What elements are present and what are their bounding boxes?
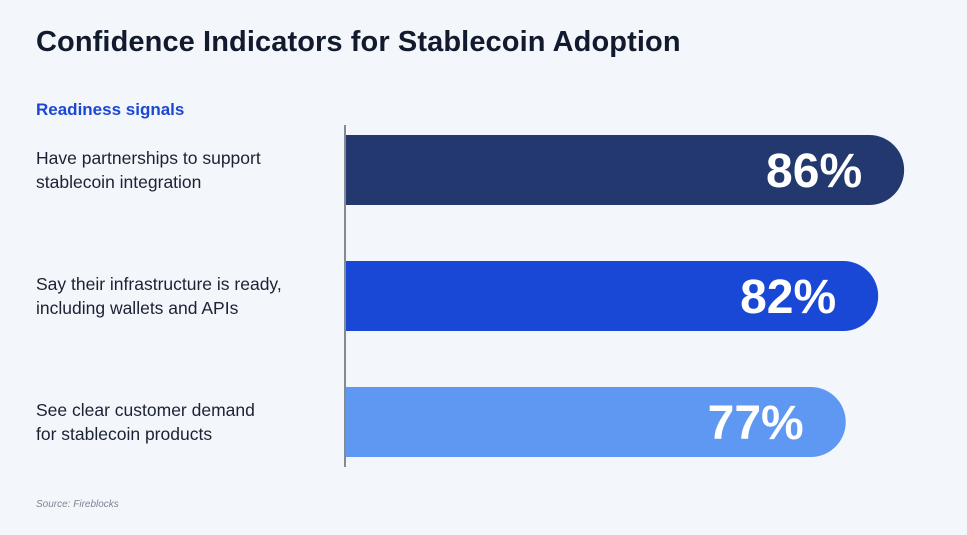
bar-3 — [346, 387, 846, 457]
bar-2 — [346, 261, 879, 331]
source-note: Source: Fireblocks — [36, 499, 119, 510]
value-label-1: 86% — [766, 145, 862, 198]
category-label-2-line-2: including wallets and APIs — [36, 298, 239, 318]
chart-subtitle: Readiness signals — [36, 100, 185, 119]
value-label-3: 77% — [708, 397, 804, 450]
value-label-2: 82% — [740, 271, 836, 324]
chart-title: Confidence Indicators for Stablecoin Ado… — [36, 26, 681, 58]
category-label-3-line-1: See clear customer demand — [36, 400, 255, 420]
bar-1 — [346, 135, 905, 205]
category-label-1-line-1: Have partnerships to support — [36, 148, 261, 168]
category-label-2-line-1: Say their infrastructure is ready, — [36, 274, 282, 294]
category-label-3-line-2: for stablecoin products — [36, 424, 212, 444]
category-label-1-line-2: stablecoin integration — [36, 172, 201, 192]
